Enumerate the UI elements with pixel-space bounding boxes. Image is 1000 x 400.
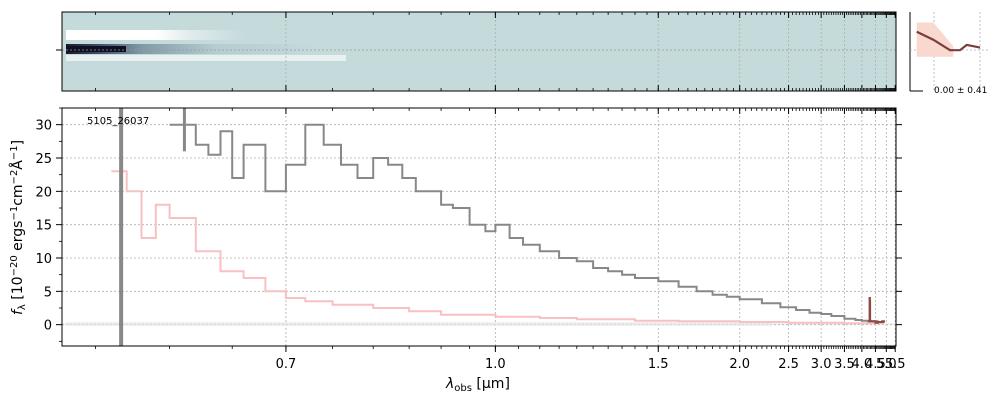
y-tick-label: 15 (35, 219, 52, 234)
spectrum-2d-grid (285, 12, 896, 91)
y-tick-label: 10 (35, 252, 52, 267)
x-tick-label: 1.5 (648, 357, 669, 372)
spectrum-2d-band-upper (66, 30, 426, 40)
y-tick-label: 25 (35, 152, 52, 167)
profile-line (916, 30, 981, 52)
spectrum-1d-panel: 0.7 1.0 1.5 2.0 2.5 3.0 3.54.04.55.05.5 0 5 10 15… (9, 107, 906, 394)
x-tick-label: 4.0 (852, 357, 873, 372)
x-tick-label: 5.5 (885, 357, 906, 372)
x-tick-label: 4.5 (865, 357, 886, 372)
series-error (111, 170, 884, 325)
masked-flux-bar (182, 108, 186, 152)
x-tick-label: 3.0 (811, 357, 832, 372)
x-axis-title: λobs [μm] (445, 376, 510, 394)
series-emission-line (868, 297, 885, 324)
x-tick-label: 1.0 (485, 357, 506, 372)
spectrum-2d-band-lower (66, 55, 346, 61)
x-tick-label: 3.5 (834, 357, 855, 372)
spectrum-1d-frame-bg (62, 108, 896, 346)
spectrum-1d-series (111, 108, 885, 346)
x-tick-label: 2.5 (778, 357, 799, 372)
object-id-label: 5105_26037 (87, 116, 149, 127)
profile-panel: 0.00 ± 0.41 (909, 12, 990, 96)
spectrum-2d-panel (56, 11, 897, 92)
x-tick-label: 0.7 (276, 357, 297, 372)
spectrum-2d-xticks (95, 12, 896, 91)
masked-flux-bar (119, 108, 124, 346)
profile-label: 0.00 ± 0.41 (934, 86, 987, 96)
spectrum-2d-trace (66, 44, 566, 54)
spectrum-1d-yticks: 0 5 10 15 20 25 30 (35, 107, 902, 342)
y-tick-label: 20 (35, 185, 52, 200)
spectrum-2d-frame (61, 11, 897, 92)
spectrum-1d-frame (61, 107, 897, 347)
series-flux (169, 123, 884, 323)
x-tick-label: 2.0 (729, 357, 750, 372)
x-tick-label: 5.0 (876, 357, 897, 372)
y-tick-label: 30 (35, 119, 52, 134)
spectrum-2d-trace-core (66, 46, 126, 52)
spectrum-1d-xticks: 0.7 1.0 1.5 2.0 2.5 3.0 3.54.04.55.05.5 (95, 108, 906, 372)
y-tick-label: 0 (44, 319, 52, 334)
y-tick-label: 5 (44, 285, 52, 300)
y-axis-title: fλ [10−20 ergs−1cm−2Å−1] (9, 140, 28, 315)
